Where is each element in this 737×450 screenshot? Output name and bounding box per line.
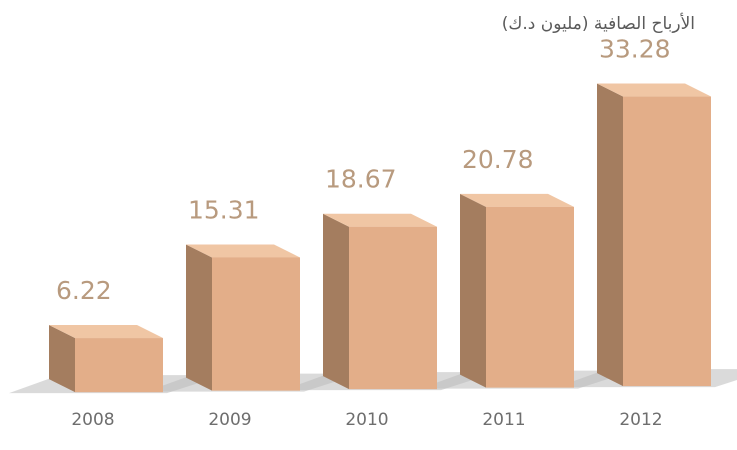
chart-title: الأرباح الصافية (مليون د.ك)	[501, 14, 695, 34]
x-tick-2012: 2012	[619, 410, 662, 430]
x-axis-tick-labels: 2008 2009 2010 2011 2012	[71, 410, 662, 430]
bar-side-2008	[49, 325, 75, 393]
x-tick-2009: 2009	[208, 410, 251, 430]
bar-2010	[349, 226, 437, 390]
bar-side-2009	[186, 244, 212, 391]
bar-top-2012	[597, 83, 711, 97]
bar-2008	[75, 338, 163, 393]
bar-side-2012	[597, 83, 623, 387]
value-labels-layer: 6.22 15.31 18.67 20.78 33.28	[56, 35, 671, 306]
x-tick-2011: 2011	[482, 410, 525, 430]
bar-side-2011	[460, 193, 486, 388]
bar-top-2009	[186, 244, 300, 258]
bar-side-2010	[323, 213, 349, 390]
bar-top-2008	[49, 325, 163, 339]
value-label-2011: 20.78	[462, 145, 534, 174]
bar-2011	[486, 206, 574, 388]
bar-top-2010	[323, 213, 437, 227]
value-label-2010: 18.67	[325, 165, 397, 194]
x-tick-2008: 2008	[71, 410, 114, 430]
bar-2009	[212, 257, 300, 391]
bar-2012	[623, 96, 711, 387]
x-tick-2010: 2010	[345, 410, 388, 430]
value-label-2009: 15.31	[188, 195, 260, 224]
value-label-2012: 33.28	[599, 35, 671, 64]
value-label-2008: 6.22	[56, 276, 112, 305]
bar-top-2011	[460, 193, 574, 207]
bars-layer	[49, 83, 711, 393]
